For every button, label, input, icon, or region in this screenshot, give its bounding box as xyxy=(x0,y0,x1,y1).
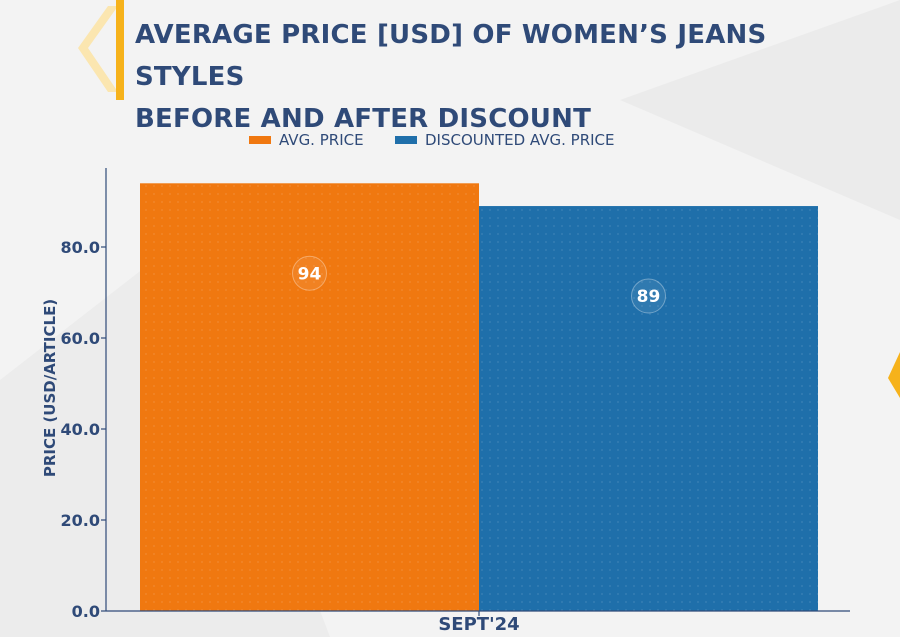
x-tick-label: SEPT'24 xyxy=(438,614,519,635)
legend-label-discounted-avg-price: DISCOUNTED AVG. PRICE xyxy=(425,131,615,149)
right-chevron-decoration xyxy=(888,352,900,398)
chart-title: AVERAGE PRICE [USD] OF WOMEN’S JEANS STY… xyxy=(135,14,855,140)
legend-swatch-avg-price xyxy=(249,136,271,144)
y-tick-label: 40.0 xyxy=(61,420,100,439)
y-tick-label: 0.0 xyxy=(72,602,100,621)
legend-item-avg-price: AVG. PRICE xyxy=(249,128,364,152)
title-accent-bar xyxy=(116,0,124,100)
data-label: 89 xyxy=(637,287,661,307)
chart-title-line1: AVERAGE PRICE [USD] OF WOMEN’S JEANS STY… xyxy=(135,20,767,92)
data-label-badge xyxy=(631,278,666,314)
legend-label-avg-price: AVG. PRICE xyxy=(279,131,364,149)
y-axis-label: PRICE (USD/ARTICLE) xyxy=(41,299,59,477)
legend-swatch-discounted-avg-price xyxy=(395,136,417,144)
data-label-badge xyxy=(292,255,327,291)
y-tick-label: 80.0 xyxy=(61,238,100,257)
chart-title-line2: BEFORE AND AFTER DISCOUNT xyxy=(135,104,592,134)
bar-avg-price-texture xyxy=(140,183,479,612)
data-label: 94 xyxy=(298,264,322,284)
left-chevron-decoration xyxy=(78,6,118,92)
legend-item-discounted-avg-price: DISCOUNTED AVG. PRICE xyxy=(395,128,615,152)
chart-legend: AVG. PRICE DISCOUNTED AVG. PRICE xyxy=(0,128,900,152)
bar-discounted-avg-price-texture xyxy=(479,206,818,612)
y-tick-label: 20.0 xyxy=(61,511,100,530)
y-tick-label: 60.0 xyxy=(61,329,100,348)
